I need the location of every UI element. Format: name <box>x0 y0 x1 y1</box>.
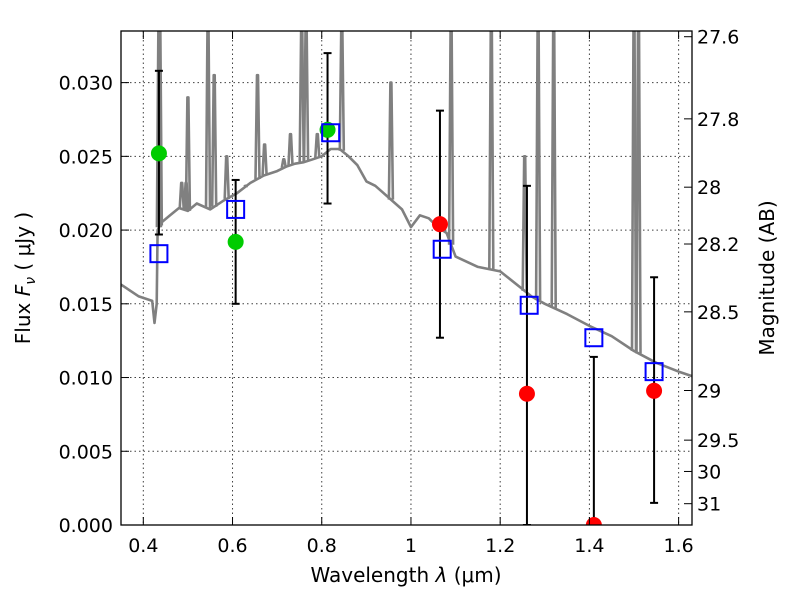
y-tick-label: 0.020 <box>59 220 113 242</box>
emission-line <box>387 81 395 200</box>
emission-line <box>243 184 249 188</box>
y-tick-label: 0.030 <box>59 73 113 95</box>
plot-frame <box>120 30 693 526</box>
x-tick-label: 1.4 <box>574 535 604 557</box>
emission-line <box>534 31 542 301</box>
x-tick-label: 1.2 <box>485 535 515 557</box>
nondetection-point <box>518 385 535 402</box>
y-tick-label: 0.015 <box>59 294 113 316</box>
model-photometry-square <box>644 362 664 382</box>
emission-line <box>287 132 294 166</box>
model-photometry-square <box>519 295 539 315</box>
emission-line <box>302 31 310 162</box>
emission-line <box>488 31 495 270</box>
y2-axis-label: Magnitude (AB) <box>755 200 779 355</box>
model-photometry-square <box>321 123 341 143</box>
plot-area <box>121 31 692 525</box>
y2-tick-label: 28 <box>697 177 721 199</box>
axis-ticks: 0.4 0.6 0.8 1 1.2 1.4 1.6 0.000 0.005 0.010 0.015 0… <box>59 27 740 557</box>
y2-tick-label: 27.6 <box>697 27 739 49</box>
model-photometry-square <box>584 328 604 348</box>
emission-line <box>630 31 638 352</box>
y-axis-label: Flux Fν ( μJy ) <box>11 212 39 344</box>
emission-line <box>210 73 218 207</box>
emission-line <box>223 155 230 199</box>
x-tick-label: 1.6 <box>664 535 694 557</box>
emission-line <box>178 181 185 209</box>
model-photometry-square <box>226 199 246 219</box>
model-photometry-square <box>432 239 452 259</box>
detection-point <box>150 145 167 162</box>
emission-line <box>184 96 192 211</box>
y-tick-label: 0.025 <box>59 146 113 168</box>
y-tick-label: 0.005 <box>59 441 113 463</box>
y-tick-label: 0.010 <box>59 368 113 390</box>
emission-line <box>261 143 268 176</box>
x-tick-label: 0.6 <box>217 535 247 557</box>
emission-line <box>550 31 557 308</box>
emission-line <box>298 31 305 163</box>
x-axis-label: Wavelength λ (μm) <box>310 563 501 587</box>
detection-point <box>319 121 336 138</box>
emission-line <box>280 158 288 169</box>
nondetection-point <box>431 216 448 233</box>
y2-tick-label: 31 <box>697 494 721 516</box>
emission-line <box>635 31 642 354</box>
y2-tick-label: 28.5 <box>697 302 739 324</box>
y-tick-label: 0.000 <box>59 515 113 537</box>
model-photometry-square <box>149 244 169 264</box>
y2-tick-label: 29 <box>697 381 721 403</box>
emission-line <box>338 31 346 151</box>
emission-line <box>447 31 455 245</box>
y2-tick-label: 29.5 <box>697 430 739 452</box>
detection-point <box>227 233 244 250</box>
emission-line <box>204 31 212 209</box>
emission-line <box>254 73 261 180</box>
emission-line <box>314 132 321 158</box>
x-tick-label: 0.4 <box>128 535 158 557</box>
x-tick-label: 1 <box>405 535 417 557</box>
y2-tick-label: 27.8 <box>697 109 739 131</box>
y2-tick-label: 28.2 <box>697 234 739 256</box>
y2-tick-label: 30 <box>697 461 721 483</box>
x-tick-label: 0.8 <box>307 535 337 557</box>
nondetection-point <box>646 382 663 399</box>
